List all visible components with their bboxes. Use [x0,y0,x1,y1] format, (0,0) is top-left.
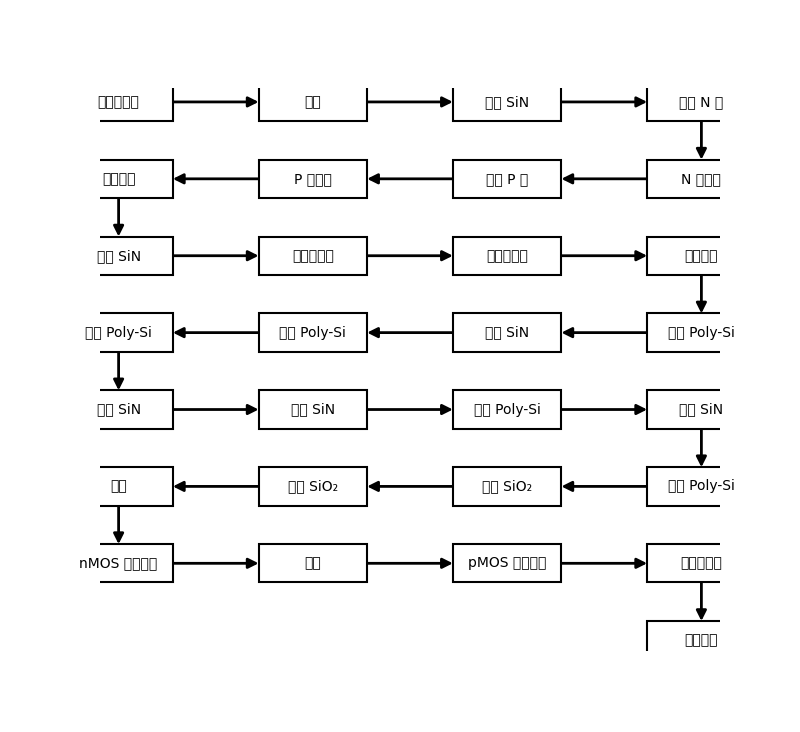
Bar [647,390,756,429]
Text: nMOS 源漏注入: nMOS 源漏注入 [79,556,158,570]
Bar [64,467,173,506]
Bar [258,544,367,583]
Text: 氧化: 氧化 [305,95,322,109]
Text: 光刻: 光刻 [305,556,322,570]
Text: 光刻引线: 光刻引线 [685,633,718,647]
Bar [258,160,367,198]
Bar [647,544,756,583]
Bar [258,236,367,275]
Text: 淀积 Poly-Si: 淀积 Poly-Si [668,326,735,340]
Bar [64,160,173,198]
Bar [453,544,562,583]
Bar [453,390,562,429]
Text: 淀积 SiN: 淀积 SiN [97,403,141,417]
Text: 光刻: 光刻 [110,479,127,493]
Bar [64,236,173,275]
Bar [453,83,562,121]
Bar [258,390,367,429]
Bar [64,390,173,429]
Text: 光刻 P 阱: 光刻 P 阱 [486,172,528,186]
Bar [258,83,367,121]
Text: N 阱注入: N 阱注入 [682,172,722,186]
Bar [647,83,756,121]
Bar [64,83,173,121]
Text: 薄栅氧化: 薄栅氧化 [685,249,718,263]
Text: 光刻隔离区: 光刻隔离区 [292,249,334,263]
Bar [258,467,367,506]
Text: 刻蚀 SiN: 刻蚀 SiN [291,403,335,417]
Text: pMOS 源漏注入: pMOS 源漏注入 [468,556,546,570]
Text: 光刻 N 阱: 光刻 N 阱 [679,95,723,109]
Bar [64,313,173,352]
Bar [453,313,562,352]
Bar [647,236,756,275]
Text: 双阱推进: 双阱推进 [102,172,135,186]
Text: 淀积 SiN: 淀积 SiN [97,249,141,263]
Bar [647,621,756,660]
Text: 光刻引线孔: 光刻引线孔 [681,556,722,570]
Text: 淀积 SiN: 淀积 SiN [485,326,529,340]
Bar [453,467,562,506]
Bar [647,467,756,506]
Text: 局部场氧化: 局部场氧化 [486,249,528,263]
Bar [647,313,756,352]
Text: 刻蚀 Poly-Si: 刻蚀 Poly-Si [474,403,541,417]
Text: 刻蚀 Poly-Si: 刻蚀 Poly-Si [668,479,735,493]
Bar [258,313,367,352]
Bar [453,236,562,275]
Bar [647,160,756,198]
Text: 光刻 Poly-Si: 光刻 Poly-Si [85,326,152,340]
Text: 淀积 SiO₂: 淀积 SiO₂ [482,479,532,493]
Bar [453,160,562,198]
Text: 刻蚀 SiN: 刻蚀 SiN [679,403,723,417]
Text: 淀积 Poly-Si: 淀积 Poly-Si [279,326,346,340]
Text: 刻蚀 SiO₂: 刻蚀 SiO₂ [288,479,338,493]
Text: P 阱注入: P 阱注入 [294,172,332,186]
Bar [64,544,173,583]
Text: 选择衬底片: 选择衬底片 [98,95,139,109]
Text: 淀积 SiN: 淀积 SiN [485,95,529,109]
